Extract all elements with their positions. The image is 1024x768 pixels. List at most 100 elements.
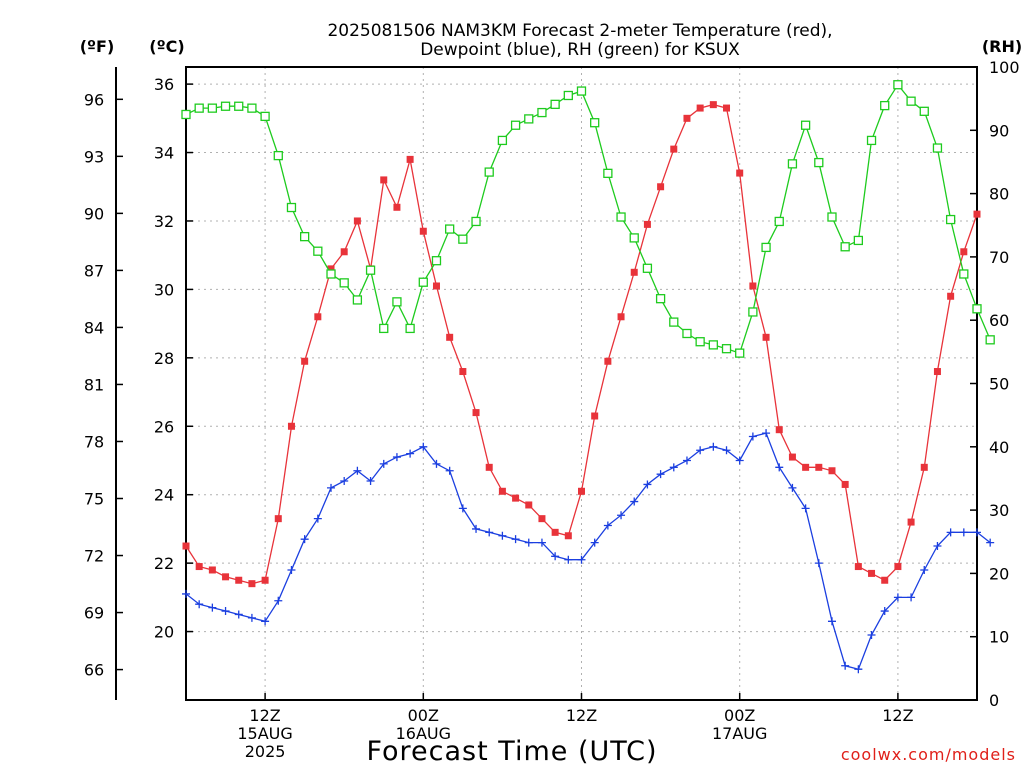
rh-tick-label: 70 (989, 248, 1009, 267)
rh-data-point (959, 269, 969, 279)
dewpoint-data-point (551, 552, 560, 561)
dewpoint-data-point (234, 610, 243, 619)
temperature-data-point (762, 333, 770, 341)
temperature-data-point (854, 563, 862, 571)
rh-tick-label: 80 (989, 185, 1009, 204)
temperature-data-point (643, 220, 651, 228)
dewpoint-data-point (920, 565, 929, 574)
chart-title-line-2: Dewpoint (blue), RH (green) for KSUX (420, 40, 740, 60)
rh-data-point (985, 335, 995, 345)
dewpoint-data-point (933, 542, 942, 551)
rh-tick-label: 40 (989, 438, 1009, 457)
temperature-data-point (696, 104, 704, 112)
x-tick-label: 00Z (724, 706, 755, 725)
dewpoint-data-point (867, 630, 876, 639)
celsius-tick-label: 36 (154, 75, 174, 94)
dewpoint-data-point (379, 459, 388, 468)
dewpoint-data-point (590, 538, 599, 547)
dewpoint-data-point (300, 535, 309, 544)
temperature-data-point (802, 463, 810, 471)
dewpoint-data-point (485, 528, 494, 537)
fahrenheit-tick-label: 69 (84, 604, 104, 623)
temperature-data-point (498, 487, 506, 495)
rh-data-point (458, 234, 468, 244)
rh-data-point (932, 143, 943, 153)
dewpoint-data-point (696, 446, 705, 455)
rh-data-point (735, 348, 745, 358)
dewpoint-data-point (986, 538, 995, 547)
rh-data-point (682, 328, 692, 339)
dewpoint-data-point (722, 446, 731, 455)
fahrenheit-tick-label: 81 (84, 375, 104, 394)
rh-data-point (299, 231, 310, 242)
rh-data-point (919, 106, 929, 116)
dewpoint-data-point (564, 555, 573, 564)
rh-unit-label: (RH) (982, 37, 1022, 56)
dewpoint-data-point (973, 528, 981, 537)
temperature-data-point (459, 368, 467, 376)
temperature-data-point (841, 480, 849, 488)
temperature-data-point (261, 576, 269, 584)
dewpoint-data-point (603, 521, 612, 530)
temperature-data-point (340, 248, 348, 256)
rh-data-point (220, 101, 231, 111)
rh-data-point (445, 224, 455, 234)
dewpoint-data-point (814, 559, 823, 568)
temperature-data-point (195, 563, 203, 571)
dewpoint-data-point (775, 463, 784, 472)
temperature-data-point (406, 155, 414, 163)
dewpoint-data-point (195, 600, 204, 609)
temperature-data-point (182, 542, 190, 550)
rh-tick-label: 90 (989, 121, 1009, 140)
dewpoint-data-point (854, 665, 863, 674)
temperature-data-point (327, 265, 335, 273)
dewpoint-data-point (893, 593, 902, 602)
temperature-data-point (222, 573, 230, 581)
temperature-data-point (894, 563, 902, 571)
rh-data-point (603, 168, 613, 178)
dewpoint-data-point (182, 589, 190, 598)
rh-data-point (853, 235, 863, 246)
rh-series-line (185, 83, 991, 354)
dewpoint-data-point (353, 466, 362, 475)
rh-data-point (721, 344, 732, 354)
dewpoint-data-point (537, 538, 546, 547)
rh-tick-label: 30 (989, 501, 1009, 520)
celsius-tick-label: 32 (154, 212, 174, 231)
temperature-data-point (432, 282, 440, 290)
dewpoint-data-point (274, 596, 283, 605)
dewpoint-data-point (392, 453, 401, 462)
rh-tick-label: 0 (989, 691, 999, 710)
temperature-data-point (538, 515, 546, 523)
rh-data-point (379, 323, 389, 334)
rh-data-point (194, 103, 204, 113)
temperature-data-point (617, 313, 625, 321)
rh-data-point (629, 233, 639, 243)
dewpoint-data-point (788, 483, 797, 492)
dewpoint-data-point (432, 459, 441, 468)
dewpoint-data-point (827, 617, 836, 626)
temperature-data-point (314, 313, 322, 321)
rh-data-point (866, 135, 877, 146)
celsius-unit-label: (ºC) (149, 37, 184, 56)
dewpoint-data-point (709, 442, 718, 451)
dewpoint-data-point (669, 463, 678, 472)
rh-data-point (655, 294, 666, 304)
axes: 20 22 24 26 28 30 32 34 36 66 69 72 75 78 81 84 87 90 93 96… (84, 58, 1020, 761)
temperature-data-point (551, 528, 559, 536)
dewpoint-data-point (406, 449, 415, 458)
rh-data-point (524, 114, 534, 124)
x-tick-label: 12Z (249, 706, 280, 725)
temperature-data-point (947, 292, 955, 300)
fahrenheit-tick-label: 87 (84, 261, 104, 280)
temperature-data-point (815, 463, 823, 471)
rh-data-point (339, 278, 349, 288)
fahrenheit-tick-label: 90 (84, 204, 104, 223)
temperature-data-point (973, 210, 981, 218)
fahrenheit-tick-label: 66 (84, 661, 104, 680)
rh-data-point (840, 242, 850, 252)
temperature-data-point (881, 576, 889, 584)
temperature-data-point (287, 422, 295, 430)
rh-data-point (748, 307, 758, 317)
x-tick-label: 12Z (566, 706, 597, 725)
